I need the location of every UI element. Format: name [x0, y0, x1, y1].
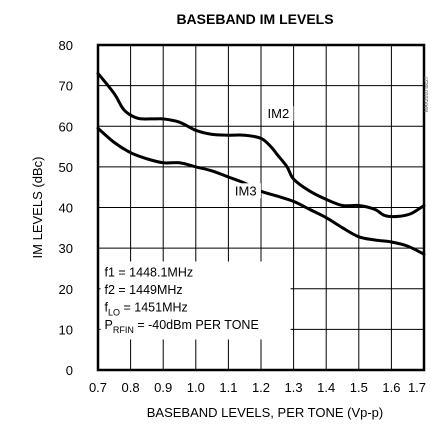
- series-line-im2: [96, 71, 426, 219]
- condition-symbol-2: f: [105, 301, 109, 315]
- condition-value-3: = -40dBm PER TONE: [134, 318, 259, 332]
- y-tick-label-6: 60: [59, 119, 73, 134]
- condition-line-1: f2 = 1449MHz: [105, 283, 183, 297]
- curve-labels: IM2 IM3: [235, 106, 289, 198]
- y-tick-label-0: 0: [66, 363, 73, 378]
- y-tick-label-3: 30: [59, 241, 73, 256]
- condition-subscript-3: RFIN: [113, 325, 134, 335]
- y-tick-label-8: 80: [59, 38, 73, 53]
- condition-line-0: f1 = 1448.1MHz: [105, 266, 194, 280]
- y-tick-label-4: 40: [59, 201, 73, 216]
- x-tick-label-2: 0.9: [154, 380, 172, 395]
- x-tick-label-3: 1.0: [187, 380, 205, 395]
- condition-subscript-2: LO: [108, 308, 120, 318]
- condition-value-2: = 1451MHz: [120, 301, 188, 315]
- figure-code: MAX2010 toc27: [424, 76, 430, 112]
- label-mask-im3: [230, 183, 261, 199]
- y-tick-label-2: 20: [59, 282, 73, 297]
- x-axis-label: BASEBAND LEVELS, PER TONE (Vp-p): [147, 405, 384, 420]
- x-tick-label-1: 0.8: [122, 380, 140, 395]
- condition-line-2: fLO = 1451MHz: [105, 301, 188, 318]
- y-axis-label: IM LEVELS (dBc): [30, 157, 45, 259]
- y-tick-label-7: 70: [59, 79, 73, 94]
- y-tick-label-5: 50: [59, 160, 73, 175]
- x-tick-labels: 0.7 0.8 0.9 1.0 1.1 1.2 1.3 1.4 1.5 1.6 1.7: [89, 380, 426, 395]
- conditions-background: [100, 261, 291, 340]
- label-mask-im2: [263, 106, 294, 122]
- series-line-im3: [96, 126, 426, 256]
- x-tick-label-10: 1.7: [408, 380, 426, 395]
- x-tick-label-0: 0.7: [89, 380, 107, 395]
- plot-frame: [96, 43, 426, 372]
- series-label-im2: IM2: [268, 106, 290, 121]
- x-tick-label-4: 1.1: [219, 380, 237, 395]
- y-tick-labels: 0 10 20 30 40 50 60 70 80: [59, 38, 73, 378]
- x-tick-label-9: 1.6: [382, 380, 400, 395]
- data-curves: [96, 71, 426, 256]
- y-tick-label-1: 10: [59, 322, 73, 337]
- x-tick-label-7: 1.4: [317, 380, 335, 395]
- condition-line-3: PRFIN = -40dBm PER TONE: [105, 318, 259, 335]
- label-backgrounds: [230, 106, 294, 199]
- condition-symbol-3: P: [105, 318, 113, 332]
- x-tick-label-6: 1.3: [285, 380, 303, 395]
- x-tick-label-5: 1.2: [252, 380, 270, 395]
- x-tick-label-8: 1.5: [350, 380, 368, 395]
- chart-title: BASEBAND IM LEVELS: [176, 11, 333, 27]
- series-label-im3: IM3: [235, 183, 257, 198]
